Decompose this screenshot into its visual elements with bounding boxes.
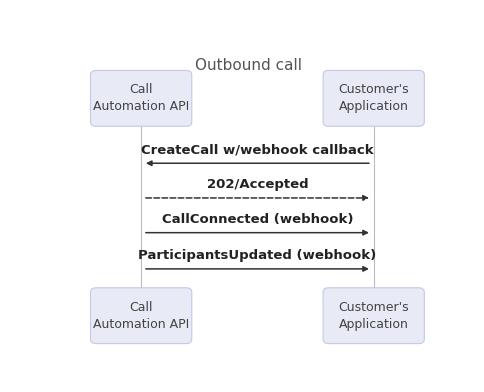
- Text: 202/Accepted: 202/Accepted: [207, 178, 308, 191]
- Text: ParticipantsUpdated (webhook): ParticipantsUpdated (webhook): [138, 249, 377, 262]
- Text: Call
Automation API: Call Automation API: [93, 301, 189, 331]
- Text: Call
Automation API: Call Automation API: [93, 83, 189, 113]
- Text: Customer's
Application: Customer's Application: [338, 301, 409, 331]
- Text: Customer's
Application: Customer's Application: [338, 83, 409, 113]
- Text: CallConnected (webhook): CallConnected (webhook): [162, 213, 353, 226]
- FancyBboxPatch shape: [91, 71, 192, 126]
- Text: CreateCall w/webhook callback: CreateCall w/webhook callback: [141, 143, 374, 157]
- FancyBboxPatch shape: [323, 71, 424, 126]
- FancyBboxPatch shape: [323, 288, 424, 344]
- FancyBboxPatch shape: [91, 288, 192, 344]
- Text: Outbound call: Outbound call: [195, 58, 302, 73]
